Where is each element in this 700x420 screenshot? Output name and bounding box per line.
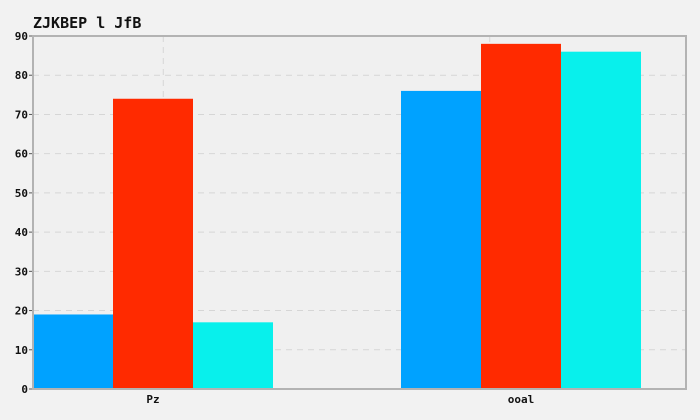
y-tick-label: 0 (21, 383, 28, 396)
bar (193, 322, 273, 389)
y-tick-label: 80 (15, 69, 28, 82)
plot-frame (32, 35, 687, 390)
y-tick-label: 90 (15, 30, 28, 43)
x-tick-label: ooal (508, 393, 535, 406)
y-tick-label: 20 (15, 305, 28, 318)
y-tick-label: 50 (15, 187, 28, 200)
y-tick-label: 70 (15, 108, 28, 121)
x-tick-label: Pz (146, 393, 159, 406)
bar (481, 43, 561, 389)
y-tick-label: 60 (15, 148, 28, 161)
bar (33, 314, 113, 389)
bar (113, 98, 193, 389)
bar (561, 51, 641, 389)
y-tick-label: 10 (15, 344, 28, 357)
y-tick-label: 30 (15, 265, 28, 278)
chart-title: ZJKBEP l JfB (33, 14, 141, 32)
bar (401, 90, 481, 390)
plot-area: Pz ooal 0 10 20 30 40 50 60 70 80 90 (15, 30, 687, 406)
y-tick-label: 40 (15, 226, 28, 239)
